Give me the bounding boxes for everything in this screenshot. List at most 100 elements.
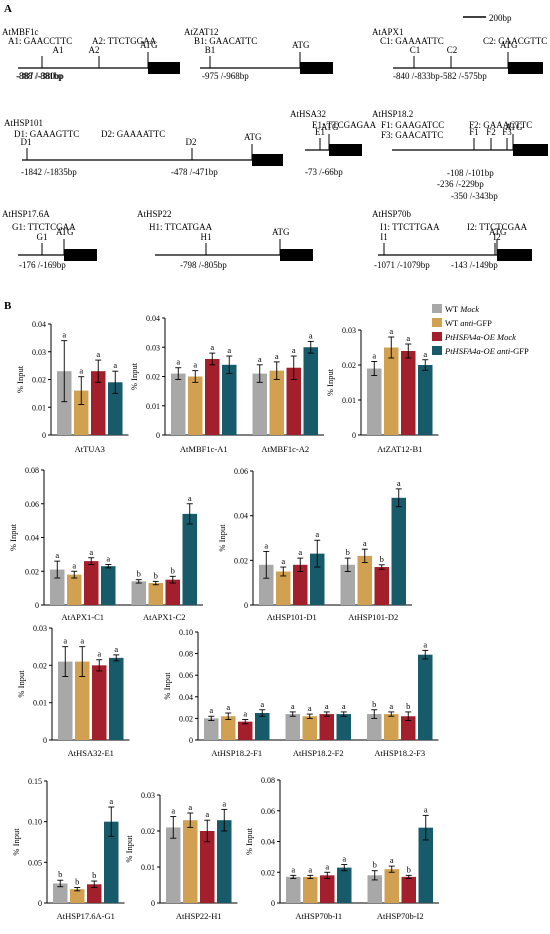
bar (87, 884, 102, 903)
y-tick-label: 0.06 (234, 467, 248, 476)
bar (217, 820, 232, 903)
y-tick-label: 0 (352, 431, 356, 440)
significance-letter: a (325, 861, 329, 871)
y-axis-label: % Input (162, 672, 172, 700)
significance-letter: a (188, 802, 192, 812)
significance-letter: b (406, 701, 410, 711)
bar (67, 574, 82, 605)
site-marker-label: D2 (186, 137, 197, 147)
coding-region-box (300, 62, 333, 74)
y-tick-label: 0.02 (25, 567, 39, 576)
significance-letter: b (75, 877, 79, 887)
y-tick-label: 0 (156, 431, 160, 440)
gene-name: AtMBF1c (2, 27, 39, 37)
legend-label-italic: PtHSFA4a-OE anti (444, 346, 511, 356)
y-tick-label: 0.01 (32, 403, 46, 412)
bar (200, 831, 215, 903)
gene-name: AtHSA32 (290, 109, 326, 119)
binding-site-sequence: G1: TTCTCGAA (12, 222, 76, 232)
y-tick-label: 0 (38, 899, 42, 908)
atg-label: ATG (505, 122, 523, 132)
y-tick-label: 0.06 (261, 807, 275, 816)
significance-letter: a (309, 330, 313, 340)
bar (367, 875, 382, 903)
legend-swatch (432, 332, 442, 341)
bar (310, 553, 325, 605)
legend-swatch (432, 346, 442, 355)
legend-label: WT Mock (445, 304, 479, 314)
legend-item: PtHSFA4a-OE Mock (432, 332, 516, 342)
gene-name: AtAPX1 (372, 27, 404, 37)
significance-letter: a (423, 349, 427, 359)
bar (165, 579, 180, 605)
y-tick-label: 0.08 (179, 650, 193, 659)
site-position-label: -108 /-101bp (447, 168, 494, 178)
significance-letter: a (372, 351, 376, 361)
category-label: AtZAT12-B1 (377, 444, 422, 454)
bar (205, 358, 220, 435)
bar (340, 564, 355, 605)
site-marker-label: D1 (21, 137, 32, 147)
legend-label: PtHSFA4a-OE anti-GFP (444, 346, 529, 356)
site-position-label: -73 /-66bp (305, 167, 343, 177)
significance-letter: a (423, 639, 427, 649)
binding-site-sequence: B1: GAACATTC (194, 36, 257, 46)
site-marker-label: G1 (37, 232, 48, 242)
coding-region-box (148, 62, 180, 74)
chart-2: 0 0.01 0.02 0.03 % Input a a a a AtZAT12-B1 (325, 326, 439, 454)
bar (255, 713, 270, 740)
chart-4: 0 0.02 0.04 0.06 % Input a a a a AtHSP101-D1 b a b a A… (217, 467, 412, 622)
binding-site-sequence: C1: GAAAATTC (380, 36, 444, 46)
bar (58, 661, 73, 740)
category-label: AtHSP70b-I1 (295, 911, 342, 921)
category-label: AtTUA3 (75, 444, 105, 454)
atg-label: ATG (140, 40, 158, 50)
bar (188, 376, 203, 435)
site-position-label: -1842 /-1835bp (21, 167, 77, 177)
category-label: AtHSP101-D1 (267, 612, 317, 622)
significance-letter: a (275, 351, 279, 361)
y-tick-label: 0.02 (33, 661, 47, 670)
y-tick-label: 0.10 (179, 628, 193, 637)
legend-item: WT Mock (432, 304, 479, 314)
y-axis-label: % Input (16, 670, 26, 698)
y-axis-label: % Input (124, 835, 134, 863)
site-position-label: -143 /-149bp (451, 260, 498, 270)
y-tick-label: 0.04 (32, 320, 46, 329)
bar (91, 371, 106, 435)
legend-label-suffix: -GFP (510, 346, 529, 356)
significance-letter: a (106, 554, 110, 564)
y-tick-label: 0 (189, 736, 193, 745)
legend-label: WT anti-GFP (445, 318, 492, 328)
chart-0: 0 0.01 0.02 0.03 0.04 % Input a a a a AtTUA3 (15, 320, 129, 454)
binding-site-sequence: I1: TTCTTGAA (380, 222, 440, 232)
bar (367, 714, 382, 740)
site-marker-label: C2 (447, 45, 458, 55)
y-tick-label: 0 (42, 431, 46, 440)
binding-site-sequence: A2: TTCTGGAA (92, 36, 157, 46)
significance-letter: a (209, 705, 213, 715)
bar (418, 654, 433, 740)
scale-bar-label: 200bp (489, 13, 512, 23)
atg-label: ATG (292, 40, 310, 50)
site-position-label: -975 /-968bp (202, 71, 249, 81)
chart-7: 0 0.05 0.10 0.15 % Input b b b a AtHSP17.6A-G1 (11, 777, 125, 921)
gene-name: AtZAT12 (184, 27, 219, 37)
significance-letter: b (154, 570, 158, 580)
category-label: AtHSA32-E1 (68, 748, 114, 758)
significance-letter: a (291, 864, 295, 874)
category-label: AtHSP18.2-F2 (293, 748, 344, 758)
significance-letter: a (325, 701, 329, 711)
y-tick-label: 0.02 (141, 827, 155, 836)
significance-letter: a (96, 349, 100, 359)
bar (148, 583, 163, 605)
binding-site-sequence: I2: TTCTCGAA (467, 222, 528, 232)
significance-letter: a (243, 708, 247, 718)
site-position-label: -798 /-805bp (180, 260, 227, 270)
significance-letter: a (308, 864, 312, 874)
coding-region-box (329, 144, 362, 156)
legend-label: PtHSFA4a-OE Mock (444, 332, 516, 342)
